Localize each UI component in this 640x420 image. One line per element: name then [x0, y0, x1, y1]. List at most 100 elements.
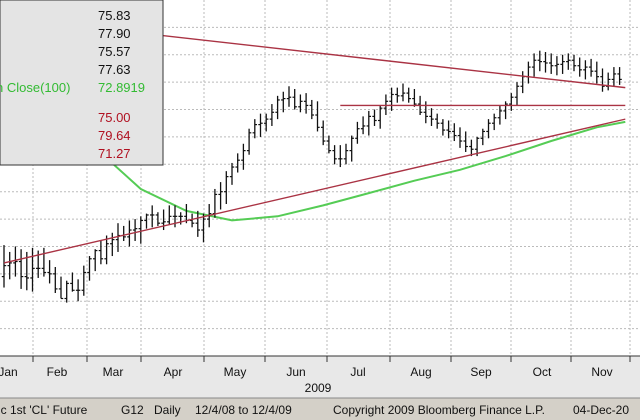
price-bar	[201, 213, 206, 243]
footer-range: 12/4/08 to 12/4/09	[195, 403, 292, 417]
month-label-oct: Oct	[533, 365, 552, 379]
price-bar	[132, 219, 138, 241]
price-bar	[104, 235, 109, 265]
price-bar	[560, 54, 565, 74]
price-bar	[446, 120, 451, 139]
month-label-jul: Jul	[350, 365, 365, 379]
price-bar	[269, 104, 275, 126]
price-bar	[252, 119, 257, 139]
x-axis-labels: Jan Feb Mar Apr May Jun Jul Aug Sep Oct …	[0, 365, 613, 395]
price-bar	[497, 105, 503, 125]
footer-instrument: ric 1st 'CL' Future	[0, 403, 88, 417]
month-label-jan: Jan	[0, 365, 18, 379]
price-bar	[195, 210, 200, 237]
price-bar	[13, 246, 18, 277]
price-bar	[315, 101, 320, 132]
price-bar	[480, 128, 485, 146]
price-bar	[503, 101, 508, 120]
price-bar	[492, 113, 497, 131]
price-bar	[355, 121, 360, 144]
price-bar	[64, 280, 69, 303]
legend-extra-1: 75.00	[98, 110, 131, 125]
price-bar	[338, 145, 343, 168]
price-bar	[229, 162, 235, 185]
price-bar	[594, 61, 599, 84]
month-label-feb: Feb	[47, 365, 68, 379]
legend-value-4: 77.63	[98, 62, 131, 77]
price-bar	[583, 60, 588, 80]
price-bar	[110, 232, 115, 257]
price-bar	[150, 205, 155, 228]
price-bar	[138, 216, 143, 244]
legend-ma-label: n Close(100)	[0, 80, 70, 95]
month-label-mar: Mar	[103, 365, 124, 379]
price-bar	[554, 56, 560, 76]
grid-lines	[0, 0, 640, 356]
price-bar	[600, 68, 605, 92]
price-bar	[218, 182, 223, 210]
price-bar	[486, 119, 491, 139]
price-bar	[70, 272, 75, 292]
price-bar	[389, 87, 394, 111]
price-bar	[155, 212, 161, 226]
price-bar	[537, 50, 542, 72]
footer-copyright: Copyright 2009 Bloomberg Finance L.P.	[333, 403, 545, 417]
month-label-jun: Jun	[286, 365, 305, 379]
legend-extra-3: 71.27	[98, 146, 131, 161]
price-bar	[429, 108, 434, 126]
month-label-may: May	[224, 365, 247, 379]
price-bar	[81, 265, 86, 296]
price-bar	[360, 116, 366, 135]
price-bar	[469, 139, 474, 157]
price-bar	[47, 260, 52, 284]
price-bar	[98, 240, 104, 265]
price-bar	[566, 53, 571, 70]
price-bar	[349, 135, 354, 162]
price-bar	[7, 251, 12, 280]
price-bar	[75, 279, 81, 302]
price-bar	[93, 249, 98, 272]
legend: 75.83 77.90 75.57 77.63 n Close(100) 72.…	[0, 0, 164, 166]
footer-code: G12	[121, 403, 144, 417]
price-bar	[509, 93, 514, 111]
legend-extra-2: 79.64	[98, 128, 131, 143]
price-bar	[264, 113, 269, 132]
legend-ma-value: 72.8919	[98, 80, 145, 95]
price-bar	[378, 105, 383, 129]
price-bar	[543, 52, 548, 73]
price-bar	[549, 53, 554, 74]
price-bar	[303, 93, 309, 114]
footer-bar	[0, 398, 640, 420]
price-bar	[611, 67, 617, 87]
price-bar	[326, 135, 332, 154]
price-bar	[332, 145, 337, 165]
price-bar	[292, 89, 297, 110]
legend-value-2: 77.90	[98, 26, 131, 41]
price-bar	[298, 94, 303, 113]
legend-value-3: 75.57	[98, 44, 131, 59]
legend-value-1: 75.83	[98, 8, 131, 23]
price-bars-layer	[1, 50, 622, 303]
price-bar	[286, 86, 292, 107]
price-bar	[571, 54, 577, 72]
price-bar	[617, 67, 622, 85]
price-bar	[58, 276, 64, 300]
price-bar	[406, 87, 411, 103]
price-bar	[309, 99, 314, 120]
footer-date: 04-Dec-20	[573, 403, 629, 417]
x-axis-ticks	[32, 356, 631, 362]
price-bar	[235, 153, 240, 173]
price-bar	[577, 57, 582, 77]
price-bar	[246, 128, 252, 155]
price-bar	[321, 120, 326, 146]
price-bar	[395, 87, 400, 103]
price-bar	[87, 256, 92, 281]
price-bar	[366, 110, 371, 136]
price-bar	[463, 131, 468, 152]
footer-period: Daily	[154, 403, 181, 417]
price-bar	[41, 247, 47, 277]
price-bar	[452, 123, 457, 142]
price-bar	[144, 213, 149, 229]
